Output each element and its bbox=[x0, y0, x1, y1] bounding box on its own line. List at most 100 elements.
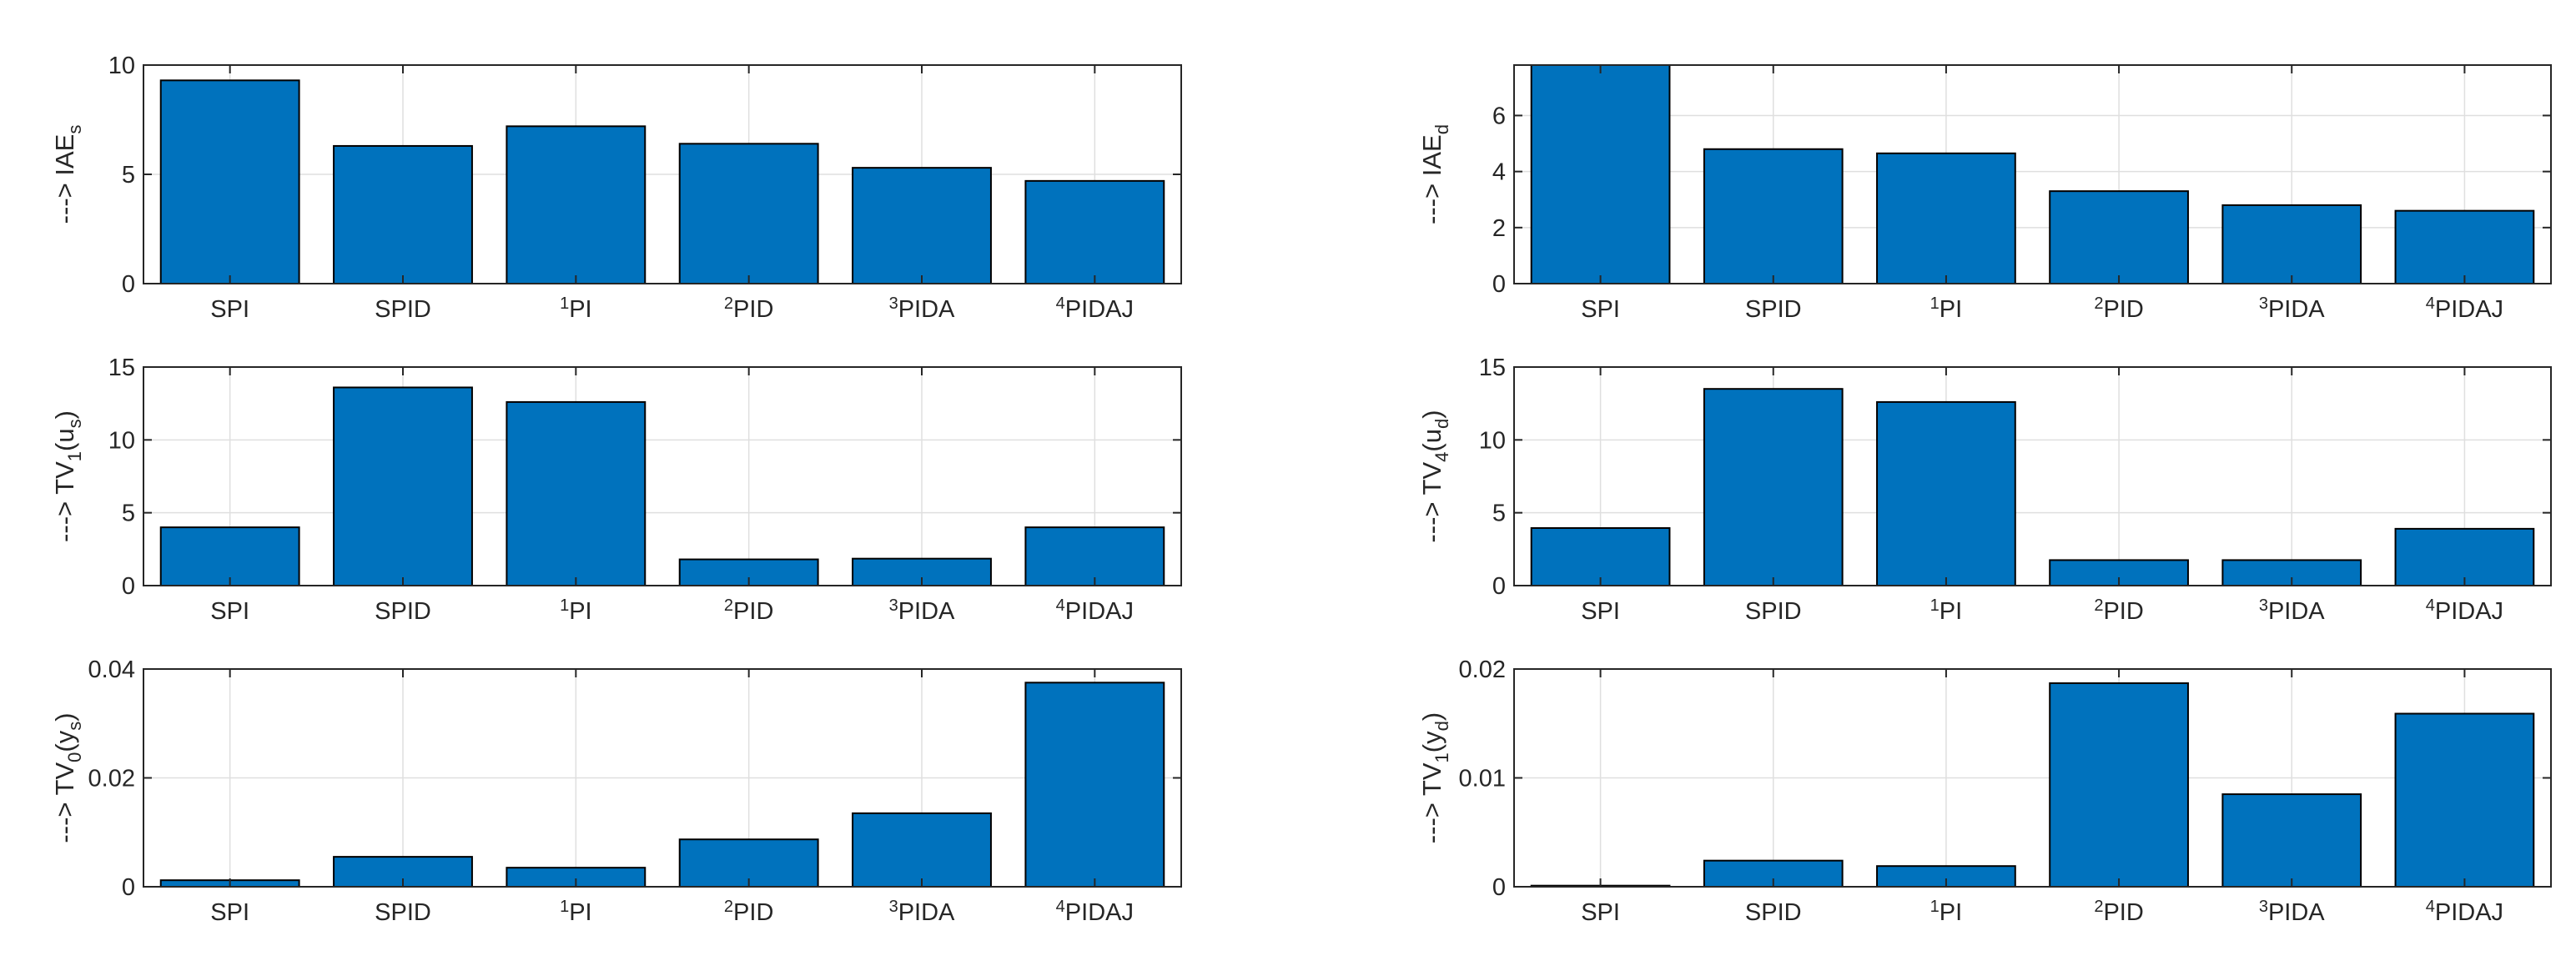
chart-panel-4: 0 5 10 15 SPI SPID 1PI 2PID 3PIDA 4PIDAJ ---> TV4(… bbox=[1417, 355, 2552, 625]
y-tick-label: 5 bbox=[122, 162, 135, 189]
x-tick-label: 2PID bbox=[2094, 596, 2143, 625]
x-tick-label: 3PIDA bbox=[889, 898, 955, 926]
bar-1pi bbox=[1876, 152, 2016, 284]
x-tick-label: 3PIDA bbox=[889, 294, 955, 323]
bar-1pi bbox=[506, 400, 647, 587]
x-tick-label: 4PIDAJ bbox=[2426, 596, 2503, 625]
x-tick-label: 2PID bbox=[2094, 898, 2143, 926]
chart-panel-3: 0 5 10 15 SPI SPID 1PI 2PID 3PIDA 4PIDAJ ---> TV1(… bbox=[50, 355, 1182, 625]
y-tick-label: 0 bbox=[1492, 573, 1506, 600]
bar-4pidaj bbox=[1024, 179, 1165, 284]
bar-spi bbox=[159, 79, 300, 284]
bar-3pida bbox=[2221, 793, 2362, 888]
y-axis-label: ---> TV0(ys) bbox=[50, 712, 85, 843]
x-tick-label: 2PID bbox=[724, 596, 773, 625]
x-tick-label: 4PIDAJ bbox=[2426, 294, 2503, 323]
x-tick-label: SPID bbox=[1745, 296, 1802, 323]
y-axis-label: ---> IAEs bbox=[50, 125, 85, 224]
bar-3pida bbox=[852, 557, 992, 586]
bar-2pid bbox=[2049, 190, 2189, 284]
bar-spid bbox=[1703, 148, 1844, 284]
x-tick-label: 1PI bbox=[1930, 898, 1963, 926]
y-tick-label: 6 bbox=[1492, 103, 1506, 129]
y-tick-label: 0 bbox=[122, 874, 135, 901]
x-tick-label: 2PID bbox=[724, 898, 773, 926]
x-tick-label: 3PIDA bbox=[2259, 596, 2325, 625]
bar-spi bbox=[1530, 64, 1671, 284]
x-tick-label: SPI bbox=[1581, 899, 1620, 926]
x-tick-label: 4PIDAJ bbox=[1056, 898, 1134, 926]
y-tick-label: 0 bbox=[122, 573, 135, 600]
x-tick-label: 3PIDA bbox=[2259, 294, 2325, 323]
x-tick-label: 4PIDAJ bbox=[2426, 898, 2503, 926]
chart-panel-6: 0 0.01 0.02 SPI SPID 1PI 2PID 3PIDA 4PIDAJ ---> T… bbox=[1417, 657, 2552, 926]
y-axis-label: ---> TV4(ud) bbox=[1417, 410, 1452, 542]
x-tick-label: SPID bbox=[1745, 598, 1802, 625]
bar-1pi bbox=[506, 125, 647, 284]
x-tick-label: SPI bbox=[1581, 296, 1620, 323]
x-tick-label: 1PI bbox=[560, 294, 592, 323]
bar-spid bbox=[1703, 388, 1844, 587]
x-tick-label: 1PI bbox=[560, 596, 592, 625]
chart-panel-1: 0 5 10 SPI SPID 1PI 2PID 3PIDA 4PIDAJ ---> IAEs bbox=[50, 53, 1182, 323]
y-tick-label: 10 bbox=[108, 53, 135, 79]
x-tick-label: SPI bbox=[1581, 598, 1620, 625]
bar-4pidaj bbox=[1024, 526, 1165, 587]
axes-box bbox=[1513, 64, 2552, 284]
y-tick-label: 0 bbox=[1492, 874, 1506, 901]
x-tick-label: SPID bbox=[1745, 899, 1802, 926]
y-tick-label: 5 bbox=[122, 501, 135, 527]
bar-4pidaj bbox=[2394, 209, 2535, 285]
y-axis-label: ---> TV1(yd) bbox=[1417, 712, 1452, 843]
y-axis-label: ---> TV1(us) bbox=[50, 410, 85, 542]
bar-spid bbox=[333, 144, 473, 284]
x-tick-label: SPI bbox=[210, 296, 249, 323]
bar-3pida bbox=[852, 167, 992, 284]
x-tick-label: SPID bbox=[375, 899, 431, 926]
x-tick-label: 1PI bbox=[560, 898, 592, 926]
y-tick-label: 4 bbox=[1492, 159, 1506, 186]
bar-spi bbox=[159, 526, 300, 587]
y-tick-label: 0 bbox=[1492, 271, 1506, 298]
bar-2pid bbox=[678, 143, 819, 284]
y-tick-label: 10 bbox=[1479, 427, 1506, 454]
bar-3pida bbox=[2221, 204, 2362, 284]
x-tick-label: SPI bbox=[210, 598, 249, 625]
bar-1pi bbox=[1876, 400, 2016, 587]
x-tick-label: SPID bbox=[375, 296, 431, 323]
bar-2pid bbox=[2049, 682, 2189, 888]
x-tick-label: 3PIDA bbox=[2259, 898, 2325, 926]
y-tick-label: 0.01 bbox=[1459, 766, 1506, 792]
x-tick-label: 2PID bbox=[724, 294, 773, 323]
x-tick-label: 4PIDAJ bbox=[1056, 294, 1134, 323]
y-tick-label: 0.02 bbox=[1459, 657, 1506, 683]
y-tick-label: 15 bbox=[1479, 355, 1506, 381]
bar-4pidaj bbox=[2394, 712, 2535, 888]
x-tick-label: SPI bbox=[210, 899, 249, 926]
bar-spid bbox=[1703, 859, 1844, 888]
y-tick-label: 2 bbox=[1492, 215, 1506, 242]
x-tick-label: 4PIDAJ bbox=[1056, 596, 1134, 625]
y-tick-label: 0.04 bbox=[88, 657, 135, 683]
y-tick-label: 10 bbox=[108, 427, 135, 454]
y-tick-label: 5 bbox=[1492, 501, 1506, 527]
y-tick-label: 15 bbox=[108, 355, 135, 381]
bar-spi bbox=[1530, 527, 1671, 586]
x-tick-label: SPID bbox=[375, 598, 431, 625]
y-tick-label: 0 bbox=[122, 271, 135, 298]
x-tick-label: 1PI bbox=[1930, 294, 1963, 323]
x-tick-label: 3PIDA bbox=[889, 596, 955, 625]
bar-spid bbox=[333, 386, 473, 586]
bar-4pidaj bbox=[1024, 682, 1165, 888]
bar-4pidaj bbox=[2394, 527, 2535, 587]
y-axis-label: ---> IAEd bbox=[1417, 124, 1452, 224]
y-tick-label: 0.02 bbox=[88, 766, 135, 792]
x-tick-label: 1PI bbox=[1930, 596, 1963, 625]
x-tick-label: 2PID bbox=[2094, 294, 2143, 323]
axes-box bbox=[143, 366, 1182, 586]
bar-3pida bbox=[852, 812, 992, 888]
chart-panel-2: 0 2 4 6 SPI SPID 1PI 2PID 3PIDA 4PIDAJ ---> IAEd bbox=[1417, 64, 2552, 323]
axes-box bbox=[1513, 366, 2552, 586]
chart-panel-5: 0 0.02 0.04 SPI SPID 1PI 2PID 3PIDA 4PIDAJ ---> T… bbox=[50, 657, 1182, 926]
